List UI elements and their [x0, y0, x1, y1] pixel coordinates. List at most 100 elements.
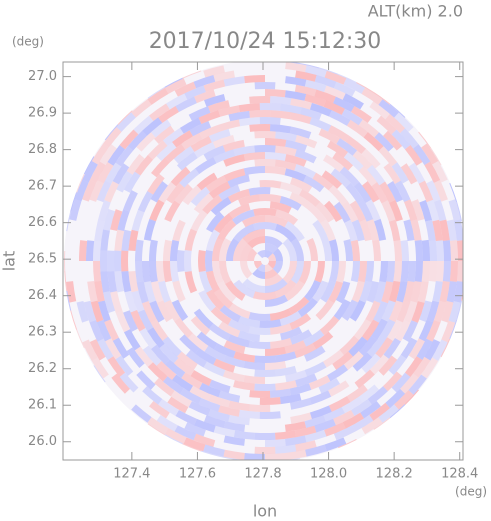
radar-cell	[173, 358, 195, 376]
radar-cell	[143, 281, 156, 304]
radar-cell	[86, 240, 95, 261]
radar-cell	[203, 361, 226, 377]
radar-cell	[149, 300, 165, 323]
radar-cell	[269, 124, 292, 134]
radar-cell	[265, 89, 286, 98]
radar-cell	[238, 117, 260, 127]
radar-cell	[228, 319, 251, 334]
radar-cell	[249, 404, 271, 412]
radar-cell	[376, 115, 397, 135]
radar-cell	[345, 135, 367, 154]
radar-cell	[188, 106, 211, 121]
radar-cell	[165, 359, 186, 379]
radar-cell	[260, 460, 280, 462]
radar-cell	[259, 411, 281, 419]
radar-cell	[223, 435, 245, 446]
radar-cell	[351, 398, 372, 417]
radar-cell	[304, 79, 327, 93]
radar-cell	[304, 429, 327, 443]
radar-cell	[206, 289, 225, 311]
radar-cell	[142, 386, 163, 405]
radar-cell	[198, 270, 213, 293]
radar-cell	[254, 355, 276, 364]
radar-cell	[366, 281, 380, 303]
radar-cell	[249, 123, 271, 132]
radar-cell	[342, 412, 364, 429]
radar-cell	[142, 261, 151, 283]
radar-cell	[381, 300, 396, 322]
radar-cell	[378, 99, 399, 118]
radar-cell	[333, 299, 351, 321]
radar-cell	[203, 79, 226, 93]
radar-cell	[274, 159, 297, 171]
radar-cell	[115, 145, 134, 167]
radar-cell	[285, 62, 307, 73]
radar-cell	[362, 181, 380, 203]
radar-cell	[198, 110, 221, 125]
radar-cell	[408, 338, 425, 360]
radar-cell	[114, 229, 125, 251]
radar-cell	[206, 211, 225, 233]
radar-cell	[375, 337, 394, 359]
radar-cell	[107, 145, 126, 166]
radar-cell	[147, 140, 168, 160]
radar-cell	[387, 180, 403, 203]
radar-cell	[237, 330, 260, 342]
radar-cell	[424, 161, 441, 183]
radar-cell	[265, 263, 273, 272]
y-tick-label: 26.8	[28, 142, 57, 157]
radar-cell	[181, 372, 203, 390]
radar-cell	[323, 349, 345, 368]
radar-cell	[147, 362, 168, 382]
y-tick-label: 26.1	[28, 398, 57, 413]
radar-cell	[432, 161, 448, 183]
radar-cell	[121, 271, 132, 293]
y-tick-label: 26.2	[28, 361, 57, 376]
y-tick-label: 26.4	[28, 288, 57, 303]
radar-cell	[279, 311, 302, 326]
radar-cell	[391, 372, 411, 393]
radar-cell	[394, 319, 411, 342]
radar-cell	[119, 129, 139, 150]
x-tick-label: 127.8	[244, 467, 281, 482]
radar-cell	[353, 181, 372, 203]
radar-cell	[212, 134, 235, 149]
radar-cell	[328, 185, 348, 206]
radar-cell	[97, 338, 114, 360]
radar-cell	[357, 199, 374, 222]
radar-cell	[163, 239, 173, 261]
radar-cell	[419, 300, 433, 322]
radar-cell	[453, 219, 463, 241]
radar-cell	[196, 331, 218, 350]
radar-cell	[282, 261, 297, 284]
radar-cell	[327, 364, 349, 382]
radar-cell	[314, 89, 336, 104]
radar-cell	[203, 65, 225, 78]
radar-cell	[254, 446, 276, 454]
radar-cell	[208, 323, 231, 341]
y-axis-label: lat	[0, 251, 19, 272]
radar-cell	[295, 134, 318, 149]
radar-cell	[371, 318, 388, 340]
radar-cell	[333, 409, 355, 426]
radar-cell	[295, 70, 317, 82]
radar-cell	[312, 280, 329, 303]
radar-cell	[440, 338, 451, 358]
radar-cell	[123, 329, 141, 351]
radar-cell	[330, 168, 351, 188]
radar-cell	[414, 261, 424, 283]
radar-cell	[321, 170, 343, 189]
radar-cell	[114, 271, 125, 293]
radar-cell	[404, 389, 419, 405]
radar-cell	[309, 405, 332, 420]
radar-cell	[158, 280, 171, 303]
radar-cell	[107, 271, 118, 293]
radar-cell	[116, 170, 133, 193]
radar-cell	[91, 357, 109, 379]
radar-cell	[336, 138, 358, 156]
radar-cell	[97, 200, 111, 222]
radar-cell	[170, 261, 180, 283]
radar-cell	[374, 218, 387, 241]
radar-cell	[378, 355, 398, 376]
radar-cell	[305, 444, 327, 457]
